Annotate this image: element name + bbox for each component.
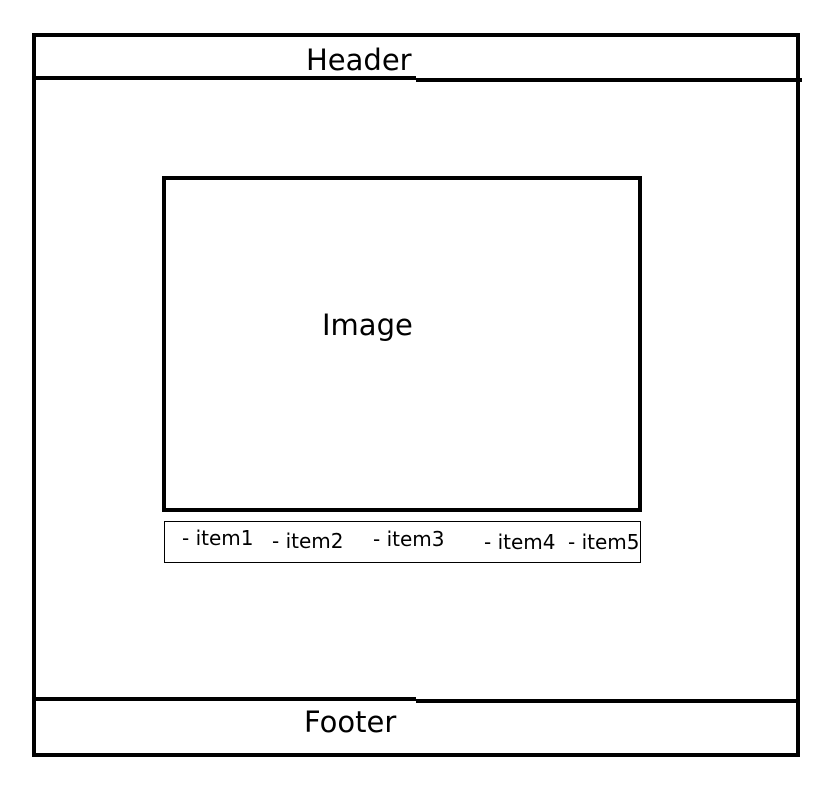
image-label: Image [322, 308, 413, 342]
header-divider [32, 76, 416, 80]
footer-label: Footer [304, 705, 397, 739]
item-list-box [164, 521, 641, 563]
page-frame [32, 33, 800, 757]
list-item: - item2 [272, 529, 344, 553]
image-placeholder [162, 176, 642, 512]
header-label: Header [306, 43, 412, 77]
list-item: - item4 [484, 530, 556, 554]
footer-divider [32, 697, 416, 701]
list-item: - item3 [373, 527, 445, 551]
header-divider-right [416, 78, 802, 82]
list-item: - item1 [182, 526, 254, 550]
footer-divider-right [416, 699, 796, 703]
list-item: - item5 [568, 530, 640, 554]
